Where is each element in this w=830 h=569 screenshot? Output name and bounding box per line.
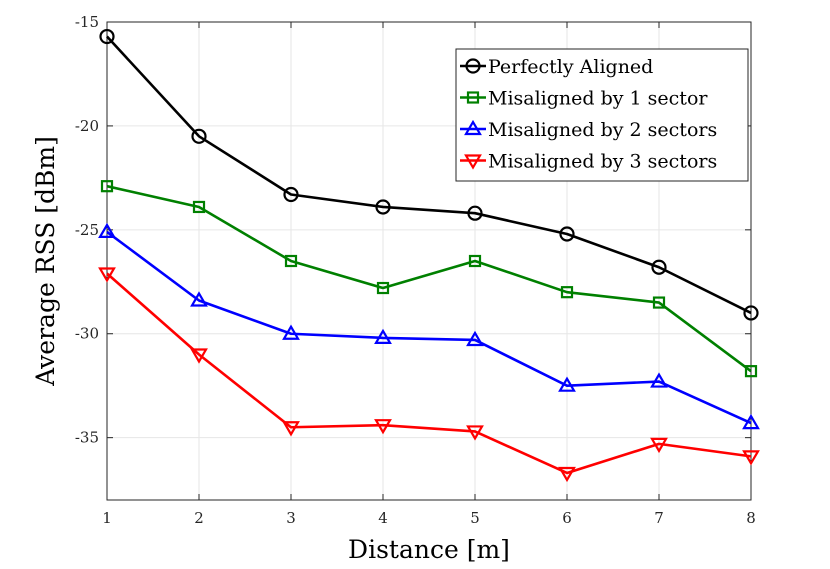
data-point-triangle-up (558, 376, 576, 392)
legend-entry: Misaligned by 2 sectors (460, 119, 717, 141)
data-point-triangle-up (742, 413, 760, 430)
data-point-triangle-up (98, 222, 116, 239)
series-line (106, 272, 752, 475)
data-point-circle (465, 58, 481, 74)
data-point-triangle-down (98, 267, 116, 283)
y-tick-label: -35 (75, 429, 99, 447)
y-tick-label: -20 (75, 117, 99, 135)
x-tick-label: 5 (470, 509, 480, 527)
data-point-circle (743, 305, 759, 321)
y-tick-label: -30 (75, 325, 99, 343)
x-tick-label: 1 (102, 509, 112, 527)
data-point-square (192, 200, 206, 214)
data-point-circle (99, 28, 115, 45)
data-point-circle (467, 205, 483, 221)
y-tick-label: -15 (75, 13, 99, 31)
series-line (106, 230, 752, 425)
x-axis-label: Distance [m] (348, 535, 510, 564)
data-point-circle (283, 186, 299, 203)
legend-label: Misaligned by 3 sectors (488, 151, 717, 173)
x-tick-label: 2 (194, 509, 204, 527)
x-tick-label: 4 (378, 509, 388, 527)
legend-label: Misaligned by 1 sector (488, 88, 708, 110)
data-point-triangle-up (374, 328, 392, 344)
data-point-circle (651, 259, 667, 275)
data-point-triangle-down (466, 425, 484, 441)
plot-area-frame (106, 21, 752, 501)
x-tick-label: 3 (286, 509, 296, 527)
data-point-square (560, 286, 574, 299)
data-point-square (744, 365, 758, 378)
data-point-square (376, 281, 390, 295)
data-point-square (468, 254, 482, 268)
legend-entry: Misaligned by 1 sector (460, 88, 708, 110)
legend-label: Perfectly Aligned (488, 56, 653, 78)
data-point-square (100, 180, 114, 193)
data-point-triangle-down (742, 450, 760, 466)
y-tick-label: -25 (75, 221, 99, 239)
series-misaligned-by-2-sectors (98, 222, 760, 430)
data-point-circle (559, 226, 575, 242)
data-point-triangle-down (464, 154, 482, 170)
data-point-square (466, 91, 480, 104)
data-point-triangle-down (650, 437, 668, 454)
data-point-triangle-up (464, 119, 482, 136)
x-tick-label: 7 (654, 509, 664, 527)
data-point-triangle-down (558, 466, 576, 483)
series-misaligned-by-1-sector (100, 180, 758, 378)
data-point-triangle-up (190, 291, 208, 307)
legend-entry: Misaligned by 3 sectors (460, 151, 717, 173)
data-point-triangle-up (466, 330, 484, 347)
axis-ticks: 1 2 3 4 5 6 7 8 -15 -20 -25 -30 -35 (75, 13, 756, 527)
series-misaligned-by-3-sectors (98, 267, 760, 483)
data-point-triangle-down (190, 348, 208, 364)
x-tick-label: 8 (746, 509, 756, 527)
series-perfectly-aligned (99, 28, 759, 321)
legend: Perfectly Aligned Misaligned by 1 sector M… (455, 48, 749, 182)
y-axis-label: Average RSS [dBm] (31, 136, 60, 387)
series-group (98, 28, 760, 483)
series-line (106, 184, 752, 373)
data-point-circle (191, 128, 207, 144)
legend-label: Misaligned by 2 sectors (488, 119, 717, 141)
data-point-triangle-down (282, 421, 300, 437)
data-point-triangle-up (282, 324, 300, 340)
series-line (106, 35, 752, 315)
data-point-square (284, 254, 298, 268)
data-point-square (652, 296, 666, 309)
data-point-triangle-up (650, 372, 668, 388)
legend-entry: Perfectly Aligned (460, 56, 653, 78)
x-tick-label: 6 (562, 509, 572, 527)
legend-box (455, 48, 749, 182)
data-point-circle (375, 199, 391, 215)
data-point-triangle-down (374, 419, 392, 435)
